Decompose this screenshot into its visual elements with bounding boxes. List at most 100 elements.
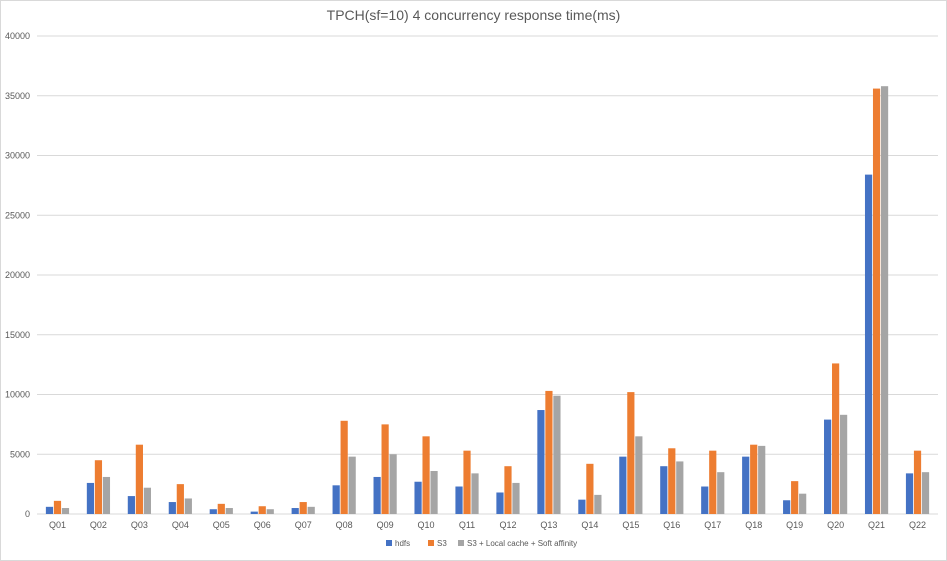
x-tick-label: Q08: [336, 520, 353, 530]
bar-hdfs-q17: [701, 486, 709, 514]
x-tick-label: Q03: [131, 520, 148, 530]
bar-s3-q04: [176, 484, 184, 514]
legend-label-s3: S3: [437, 539, 447, 548]
bar-hdfs-q13: [537, 410, 545, 514]
bar-s3-local-cache-soft-affinity-q07: [307, 506, 315, 514]
x-tick-label: Q19: [786, 520, 803, 530]
bar-s3-local-cache-soft-affinity-q13: [553, 395, 561, 514]
bar-hdfs-q14: [578, 499, 586, 514]
bar-s3-local-cache-soft-affinity-q08: [348, 456, 356, 514]
bar-hdfs-q20: [824, 419, 832, 514]
y-tick-label: 20000: [5, 270, 30, 280]
x-tick-label: Q06: [254, 520, 271, 530]
bar-s3-q12: [504, 466, 512, 514]
bar-s3-local-cache-soft-affinity-q09: [389, 454, 397, 514]
x-tick-label: Q13: [540, 520, 557, 530]
bar-s3-local-cache-soft-affinity-q20: [840, 414, 848, 514]
bar-s3-q10: [422, 436, 430, 514]
bar-hdfs-q22: [905, 473, 914, 514]
bar-s3-local-cache-soft-affinity-q12: [512, 482, 520, 514]
bar-s3-local-cache-soft-affinity-q16: [676, 461, 684, 514]
bar-hdfs-q21: [864, 174, 873, 514]
legend: hdfs S3 S3 + Local cache + Soft affinity: [386, 539, 577, 548]
gridlines: [37, 35, 938, 515]
bar-hdfs-q02: [86, 482, 95, 514]
bar-s3-q16: [668, 448, 676, 514]
x-tick-label: Q22: [909, 520, 926, 530]
bar-s3-local-cache-soft-affinity-q10: [430, 470, 438, 514]
bar-hdfs-q05: [209, 509, 217, 514]
x-tick-label: Q04: [172, 520, 189, 530]
bar-hdfs-q06: [250, 511, 258, 514]
x-axis-ticks: Q01 Q02 Q03 Q04 Q05 Q06 Q07 Q08 Q09 Q10 Q11 Q12 Q13 Q…: [49, 520, 926, 530]
bar-s3-local-cache-soft-affinity-q06: [266, 509, 274, 514]
x-tick-label: Q12: [499, 520, 516, 530]
bar-s3-q13: [545, 390, 553, 514]
legend-swatch-s3-local-cache-soft-affinity: [458, 540, 464, 546]
x-tick-label: Q16: [663, 520, 680, 530]
bar-hdfs-q03: [127, 496, 135, 514]
legend-label-s3-local-cache-soft-affinity: S3 + Local cache + Soft affinity: [467, 539, 577, 548]
x-tick-label: Q09: [377, 520, 394, 530]
bar-s3-q17: [709, 450, 717, 514]
x-tick-label: Q15: [622, 520, 639, 530]
bar-hdfs-q01: [45, 506, 54, 514]
bar-s3-q09: [381, 424, 389, 514]
y-axis-ticks: 0 5000 10000 15000 20000 25000 30000 35000 40000: [5, 31, 30, 519]
y-tick-label: 30000: [5, 151, 30, 161]
x-tick-label: Q21: [868, 520, 885, 530]
bar-s3-q15: [627, 392, 635, 514]
bar-s3-q07: [299, 502, 307, 514]
bar-hdfs-q12: [496, 492, 504, 514]
y-tick-label: 25000: [5, 210, 30, 220]
chart-title: TPCH(sf=10) 4 concurrency response time(…: [327, 7, 621, 23]
y-tick-label: 5000: [10, 449, 30, 459]
bar-s3-local-cache-soft-affinity-q11: [471, 473, 479, 514]
bar-s3-q19: [791, 481, 799, 514]
bar-s3-local-cache-soft-affinity-q17: [717, 472, 725, 514]
bar-s3-q05: [217, 503, 225, 514]
y-tick-label: 0: [25, 509, 30, 519]
x-tick-label: Q18: [745, 520, 762, 530]
x-tick-label: Q05: [213, 520, 230, 530]
bar-s3-local-cache-soft-affinity-q15: [635, 436, 643, 514]
bars: [45, 86, 930, 514]
bar-hdfs-q09: [373, 476, 381, 514]
bar-s3-q18: [750, 444, 758, 514]
bar-s3-local-cache-soft-affinity-q04: [184, 498, 192, 514]
bar-s3-local-cache-soft-affinity-q02: [102, 476, 111, 514]
bar-s3-local-cache-soft-affinity-q01: [61, 508, 70, 514]
bar-hdfs-q08: [332, 485, 340, 514]
x-tick-label: Q11: [459, 520, 475, 530]
legend-label-hdfs: hdfs: [395, 539, 410, 548]
y-tick-label: 10000: [5, 390, 30, 400]
bar-s3-q06: [258, 506, 266, 514]
bar-s3-q08: [340, 420, 348, 514]
bar-s3-local-cache-soft-affinity-q22: [921, 472, 930, 514]
bar-hdfs-q07: [291, 508, 299, 514]
bar-s3-local-cache-soft-affinity-q18: [758, 445, 766, 514]
bar-s3-q02: [94, 460, 103, 514]
x-tick-label: Q07: [295, 520, 312, 530]
bar-s3-q20: [832, 363, 840, 514]
bar-hdfs-q19: [783, 500, 791, 514]
x-tick-label: Q14: [581, 520, 598, 530]
bar-hdfs-q18: [742, 456, 750, 514]
bar-s3-local-cache-soft-affinity-q21: [880, 86, 889, 514]
x-tick-label: Q10: [418, 520, 435, 530]
x-tick-label: Q02: [90, 520, 107, 530]
bar-s3-q21: [872, 88, 881, 514]
y-tick-label: 15000: [5, 330, 30, 340]
bar-s3-q03: [135, 444, 143, 514]
bar-s3-q14: [586, 463, 594, 514]
bar-s3-q22: [913, 450, 922, 514]
bar-s3-local-cache-soft-affinity-q03: [143, 487, 151, 514]
bar-hdfs-q10: [414, 481, 422, 514]
x-tick-label: Q17: [704, 520, 721, 530]
y-tick-label: 40000: [5, 31, 30, 41]
y-tick-label: 35000: [5, 91, 30, 101]
bar-s3-local-cache-soft-affinity-q14: [594, 494, 602, 514]
bar-s3-q01: [53, 500, 62, 514]
